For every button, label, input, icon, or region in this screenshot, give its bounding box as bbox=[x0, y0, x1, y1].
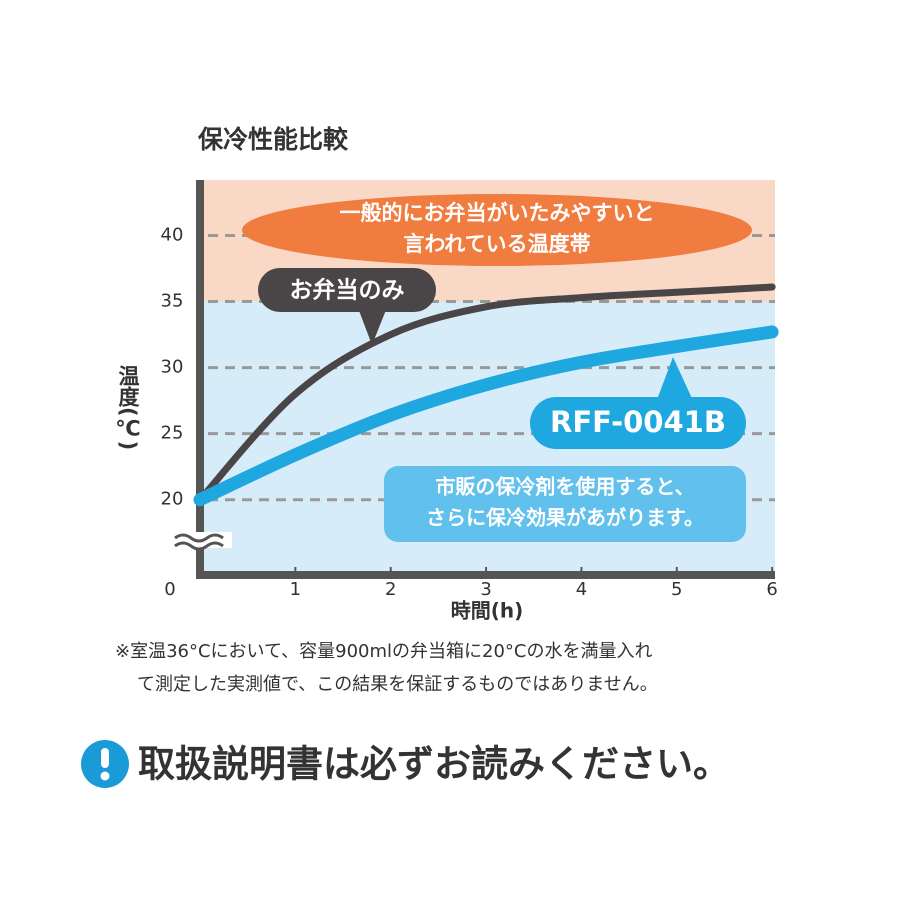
axis-break bbox=[174, 533, 224, 551]
x-tick-label: 6 bbox=[766, 579, 777, 600]
y-axis-label: 温度(℃) bbox=[116, 365, 140, 450]
note-text: さらに保冷効果があがります。 bbox=[426, 506, 704, 530]
callout-pointer bbox=[655, 357, 695, 405]
y-tick-label: 25 bbox=[161, 423, 184, 444]
zone-label: 一般的にお弁当がいたみやすいと bbox=[340, 201, 655, 225]
x-tick-label: 3 bbox=[480, 579, 491, 600]
series-name: RFF-0041B bbox=[550, 405, 726, 439]
footnote: ※室温36°Cにおいて、容量900mlの弁当箱に20°Cの水を満量入れ bbox=[115, 641, 652, 662]
x-axis-label: 時間(h) bbox=[451, 599, 524, 623]
chart-title: 保冷性能比較 bbox=[197, 125, 349, 154]
series-line bbox=[196, 283, 776, 504]
y-tick-label: 20 bbox=[161, 489, 184, 510]
warning-text: 取扱説明書は必ずお読みください。 bbox=[138, 743, 730, 786]
x-tick-label: 2 bbox=[385, 579, 396, 600]
footnote: て測定した実測値で、この結果を保証するものではありません。 bbox=[137, 674, 658, 695]
zone-bubble bbox=[242, 194, 752, 266]
callout bbox=[530, 397, 746, 449]
note-text: 市販の保冷剤を使用すると、 bbox=[435, 475, 694, 499]
y-tick-label: 40 bbox=[161, 224, 184, 245]
series-line bbox=[193, 325, 779, 507]
series-name: お弁当のみ bbox=[290, 277, 405, 304]
plot: 20 25 30 35 40 0 1 2 3 4 5 6 一般的にお弁当がいたみやすいと言われている温度… bbox=[161, 180, 779, 600]
x-tick-label: 5 bbox=[671, 579, 682, 600]
zone-label: 言われている温度帯 bbox=[403, 232, 590, 256]
callout bbox=[258, 268, 436, 312]
warning-icon bbox=[81, 740, 129, 788]
x-tick-label: 4 bbox=[576, 579, 587, 600]
note-box bbox=[384, 466, 746, 542]
x-tick-label: 1 bbox=[290, 579, 301, 600]
y-tick-label: 35 bbox=[161, 291, 184, 312]
x-tick-label: 0 bbox=[164, 579, 175, 600]
y-tick-label: 30 bbox=[161, 357, 184, 378]
